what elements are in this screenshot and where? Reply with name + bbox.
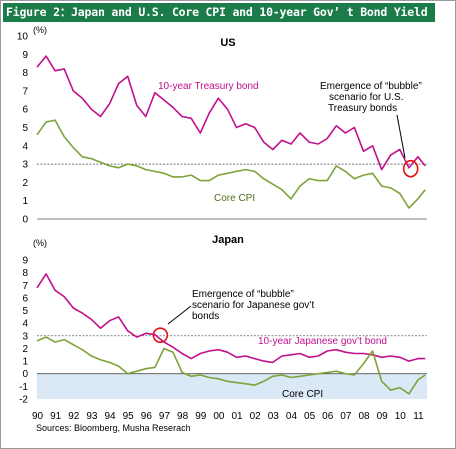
us-panel: US (%) 0 1 2 3 4 5 6 7 8 9 10 10-year Treasury bon… [17,25,427,226]
us-annotation-line-2: scenario for U.S. [329,92,403,103]
x-tick-label: 95 [123,411,135,422]
japan-y-unit-label: (%) [33,238,47,248]
us-y-tick-label: 10 [17,32,29,43]
us-y-tick-label: 1 [22,196,28,207]
jp-y-tick-label: -1 [19,382,28,393]
japan-y-axis-ticks: -2 -1 01 2 34 5 67 89 [19,256,28,406]
us-y-unit-label: (%) [33,25,47,35]
x-tick-label: 90 [32,411,44,422]
japan-annotation-line-1: Emergence of “bubble” [192,289,294,300]
us-bond-label: 10-year Treasury bond [158,81,259,92]
japan-annotation-line-3: bonds [192,311,219,322]
us-y-tick-label: 5 [22,123,28,134]
x-tick-label: 98 [177,411,189,422]
jp-y-tick-label: 5 [22,306,28,317]
title-bar: Figure 2：Japan and U.S. Core CPI and 10-… [3,3,435,22]
us-annotation-line-1: Emergence of “bubble” [320,81,422,92]
us-y-axis-ticks: 0 1 2 3 4 5 6 7 8 9 10 [17,32,29,226]
jp-y-tick-label: 7 [22,281,28,292]
x-tick-label: 96 [141,411,153,422]
x-tick-label: 10 [395,411,407,422]
x-tick-label: 00 [213,411,225,422]
jp-y-tick-label: 8 [22,268,28,279]
japan-panel: Japan (%) -2 -1 01 2 34 5 67 89 10-year Japanes… [19,234,427,406]
x-tick-label: 02 [250,411,262,422]
us-y-tick-label: 2 [22,178,28,189]
x-tick-label: 01 [231,411,243,422]
x-axis-ticks: 90 91 92 93 94 95 96 97 98 99 00 01 02 03 04 05 06 07 08 09… [32,411,424,422]
x-tick-label: 94 [104,411,116,422]
us-bubble-circle [402,159,419,178]
japan-annotation-arrow [167,305,192,325]
jp-y-tick-label: 3 [22,331,28,342]
x-tick-label: 05 [304,411,316,422]
figure-title: Figure 2：Japan and U.S. Core CPI and 10-… [6,5,428,19]
us-series-cpi-line [36,119,426,209]
us-y-tick-label: 7 [22,86,28,97]
x-tick-label: 11 [413,411,424,422]
x-tick-label: 99 [195,411,207,422]
x-tick-label: 03 [268,411,280,422]
jp-y-tick-label: -2 [19,395,28,406]
x-tick-label: 91 [50,411,62,422]
us-y-tick-label: 4 [22,141,28,152]
us-y-tick-label: 6 [22,105,28,116]
jp-y-tick-label: 0 [22,369,28,380]
jp-y-tick-label: 6 [22,293,28,304]
us-y-tick-label: 0 [22,215,28,226]
x-tick-label: 09 [377,411,389,422]
source-note: Sources: Bloomberg, Musha Reserach [36,423,191,433]
x-tick-label: 97 [159,411,171,422]
jp-y-tick-label: 1 [22,357,28,368]
us-cpi-label: Core CPI [214,193,255,204]
us-y-tick-label: 8 [22,68,28,79]
jp-y-tick-label: 9 [22,256,28,267]
us-y-tick-label: 3 [22,160,28,171]
japan-panel-title: Japan [212,234,244,246]
japan-series-cpi-line [36,336,426,395]
jp-y-tick-label: 4 [22,319,28,330]
us-panel-title: US [220,37,235,49]
us-series-bond-line [36,55,426,171]
japan-bond-label: 10-year Japanese gov’t bond [258,336,387,347]
x-tick-label: 06 [322,411,334,422]
japan-annotation-line-2: scenario for Japanese gov’t [192,300,315,311]
us-annotation-line-3: Treasury bonds [328,103,397,114]
jp-y-tick-label: 2 [22,344,28,355]
x-tick-label: 92 [68,411,80,422]
us-y-tick-label: 9 [22,50,28,61]
japan-bubble-circle [152,327,169,343]
japan-cpi-label: Core CPI [282,389,323,400]
x-tick-label: 08 [358,411,370,422]
japan-series-bond-line [36,273,426,364]
us-annotation-arrow [396,114,406,159]
deflation-band [37,373,427,399]
x-tick-label: 04 [286,411,298,422]
x-tick-label: 07 [340,411,352,422]
x-tick-label: 93 [86,411,98,422]
